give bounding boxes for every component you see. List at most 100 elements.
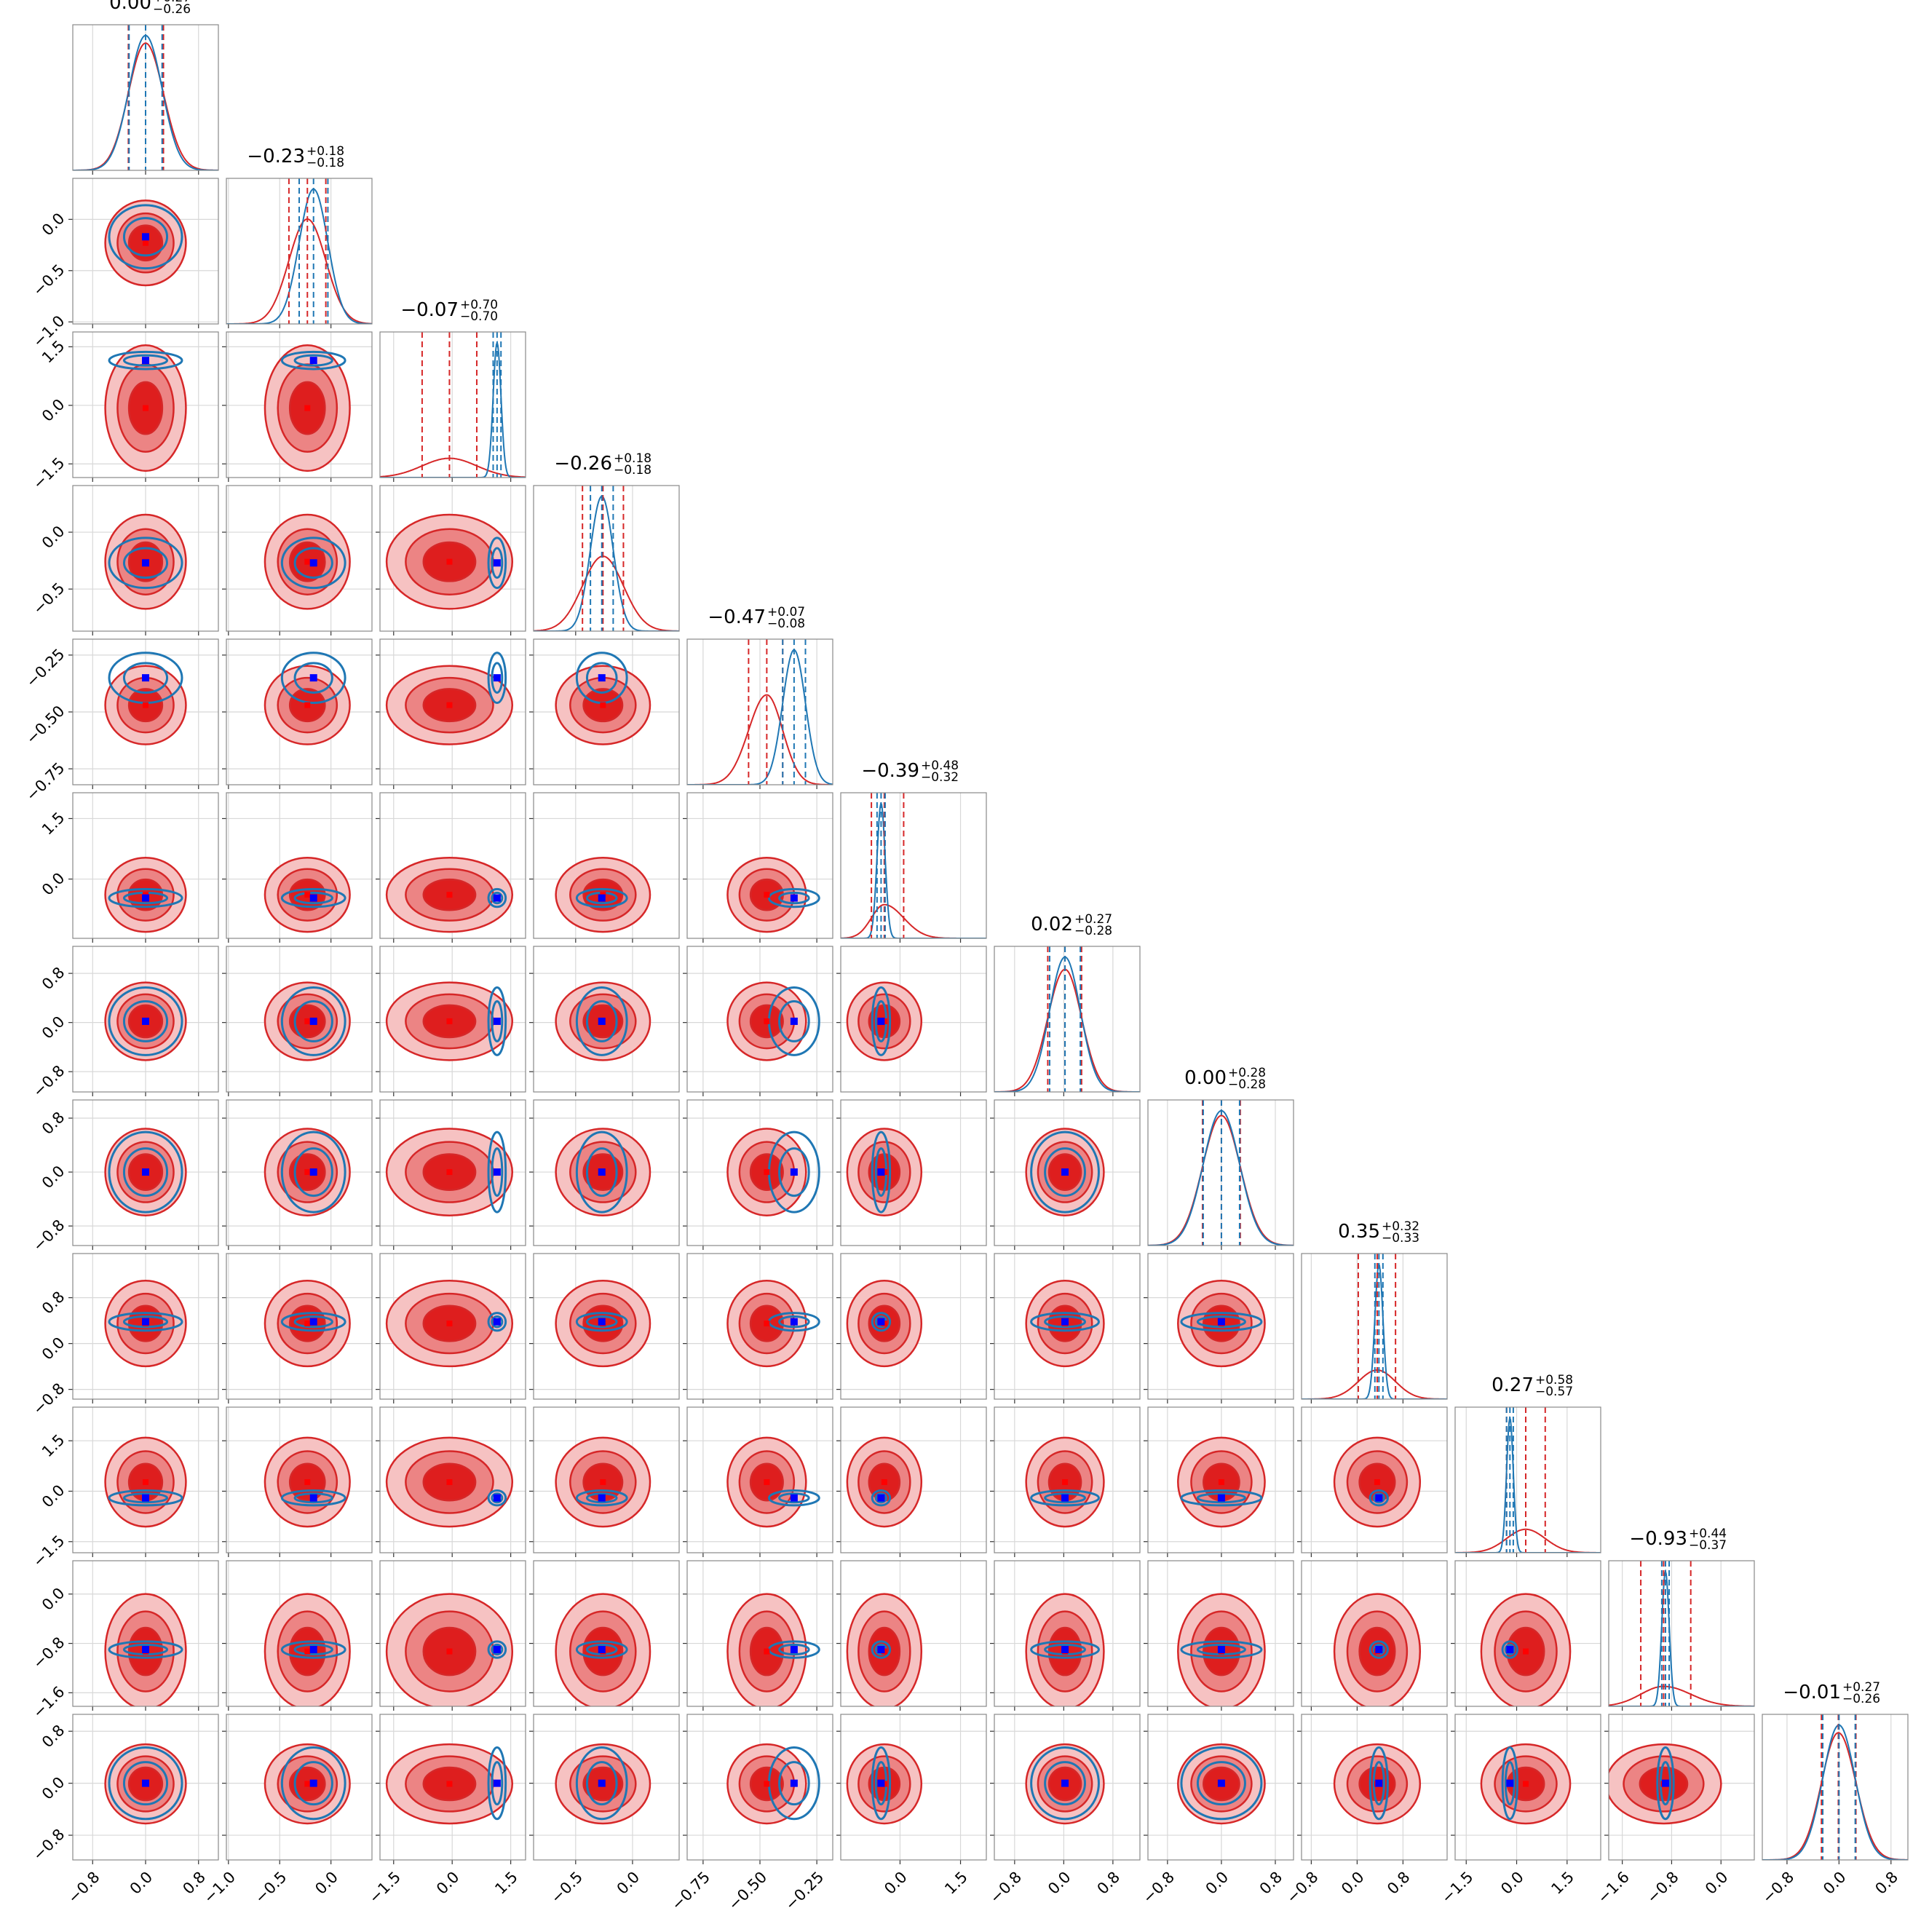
blue-contour bbox=[1044, 1147, 1086, 1197]
truth-marker bbox=[493, 674, 501, 682]
blue-contour bbox=[778, 891, 810, 905]
blue-contour bbox=[871, 1640, 892, 1659]
y-tick-label: −1.6 bbox=[30, 1683, 68, 1722]
truth-marker bbox=[309, 559, 317, 567]
title-plus: +0.48 bbox=[921, 759, 959, 773]
title-minus: −0.28 bbox=[1228, 1077, 1266, 1092]
panel bbox=[1609, 1561, 1754, 1706]
panel-frame bbox=[994, 1099, 1141, 1246]
blue-contour bbox=[1030, 1746, 1100, 1821]
red-median bbox=[304, 405, 311, 411]
panel-frame bbox=[686, 1099, 833, 1246]
histogram bbox=[841, 903, 986, 938]
panel-frame bbox=[533, 792, 680, 939]
blue-contour bbox=[778, 1147, 810, 1197]
histogram bbox=[1762, 1732, 1908, 1860]
panel-title: 0.27 bbox=[1492, 1374, 1534, 1396]
red-median bbox=[304, 702, 311, 708]
panel-frame bbox=[72, 1406, 219, 1553]
red-median bbox=[143, 239, 148, 246]
blue-contour bbox=[585, 1000, 618, 1042]
title-minus: −0.37 bbox=[1689, 1538, 1727, 1553]
blue-contour bbox=[280, 1640, 346, 1659]
panel-frame bbox=[533, 485, 680, 632]
panel-frame bbox=[379, 792, 526, 939]
truth-marker bbox=[493, 1494, 501, 1502]
red-median bbox=[446, 1479, 453, 1486]
panel-frame bbox=[840, 1714, 987, 1861]
histogram bbox=[994, 956, 1140, 1092]
panel-frame bbox=[72, 792, 219, 939]
blue-contour bbox=[487, 986, 507, 1056]
blue-contour bbox=[871, 1489, 892, 1507]
x-tick-label: 0.0 bbox=[881, 1868, 911, 1898]
panel-frame bbox=[1454, 1406, 1601, 1553]
panel-frame bbox=[226, 485, 373, 632]
truth-marker bbox=[1217, 1779, 1225, 1787]
histogram bbox=[994, 968, 1140, 1092]
y-tick-label: 0.0 bbox=[39, 1773, 68, 1803]
panel-title: 0.00 bbox=[1184, 1067, 1227, 1089]
y-tick-label: 0.8 bbox=[39, 964, 68, 994]
truth-marker bbox=[142, 357, 149, 365]
x-tick-label: 0.0 bbox=[614, 1868, 643, 1898]
panel bbox=[226, 1254, 372, 1399]
blue-contour bbox=[1180, 1312, 1263, 1332]
panel bbox=[687, 1254, 833, 1399]
x-tick-label: −1.5 bbox=[365, 1868, 404, 1907]
blue-contour bbox=[293, 1147, 333, 1197]
panel-title: −0.39 bbox=[861, 760, 919, 782]
blue-contour bbox=[1196, 1643, 1246, 1656]
histogram bbox=[841, 802, 986, 938]
x-tick-label: −1.6 bbox=[1594, 1868, 1633, 1907]
blue-contour bbox=[293, 1000, 333, 1042]
truth-marker bbox=[790, 1318, 798, 1326]
blue-contour bbox=[1656, 1746, 1675, 1821]
blue-contour bbox=[122, 1643, 169, 1656]
panel bbox=[73, 946, 218, 1092]
panel bbox=[1148, 1561, 1294, 1706]
panel-frame bbox=[533, 1253, 680, 1400]
truth-marker bbox=[790, 1017, 798, 1025]
y-tick-label: −1.5 bbox=[30, 1532, 68, 1570]
panel bbox=[687, 1714, 833, 1860]
red-median bbox=[1374, 1479, 1380, 1486]
panel-title: −0.47 bbox=[708, 606, 766, 628]
histogram bbox=[380, 340, 526, 478]
blue-contour bbox=[122, 1315, 169, 1329]
panel bbox=[994, 1407, 1140, 1553]
blue-contour bbox=[487, 1131, 507, 1214]
x-tick-label: −0.5 bbox=[547, 1868, 586, 1907]
truth-marker bbox=[598, 1494, 606, 1502]
panel bbox=[73, 1714, 218, 1860]
blue-contour bbox=[491, 1000, 504, 1042]
blue-contour bbox=[491, 1492, 504, 1504]
truth-marker bbox=[790, 1494, 798, 1502]
x-tick-label: −0.8 bbox=[65, 1868, 103, 1907]
blue-contour bbox=[293, 662, 333, 694]
title-plus: +0.70 bbox=[460, 298, 498, 312]
panel-frame bbox=[72, 1560, 219, 1707]
panel bbox=[380, 332, 526, 478]
y-tick-label: −0.8 bbox=[30, 1216, 68, 1255]
panel bbox=[841, 1100, 986, 1246]
truth-marker bbox=[493, 559, 501, 567]
blue-contour bbox=[122, 1147, 169, 1197]
truth-marker bbox=[142, 1318, 149, 1326]
panel bbox=[1148, 1714, 1294, 1860]
title-plus: +0.28 bbox=[1228, 1066, 1266, 1080]
histogram bbox=[1455, 1416, 1601, 1553]
panel bbox=[687, 1407, 833, 1553]
panel bbox=[687, 1100, 833, 1246]
panel-frame bbox=[226, 1406, 373, 1553]
blue-contour bbox=[871, 1131, 892, 1214]
panel-frame bbox=[1147, 1714, 1294, 1861]
panel-frame bbox=[840, 946, 987, 1093]
x-tick-label: 0.0 bbox=[1338, 1868, 1368, 1898]
blue-contour bbox=[491, 1315, 504, 1329]
panel-title: −0.93 bbox=[1629, 1528, 1687, 1550]
y-tick-label: −0.8 bbox=[30, 1379, 68, 1418]
blue-contour bbox=[487, 537, 507, 590]
x-tick-label: 0.0 bbox=[312, 1868, 341, 1898]
panel bbox=[994, 1254, 1140, 1399]
